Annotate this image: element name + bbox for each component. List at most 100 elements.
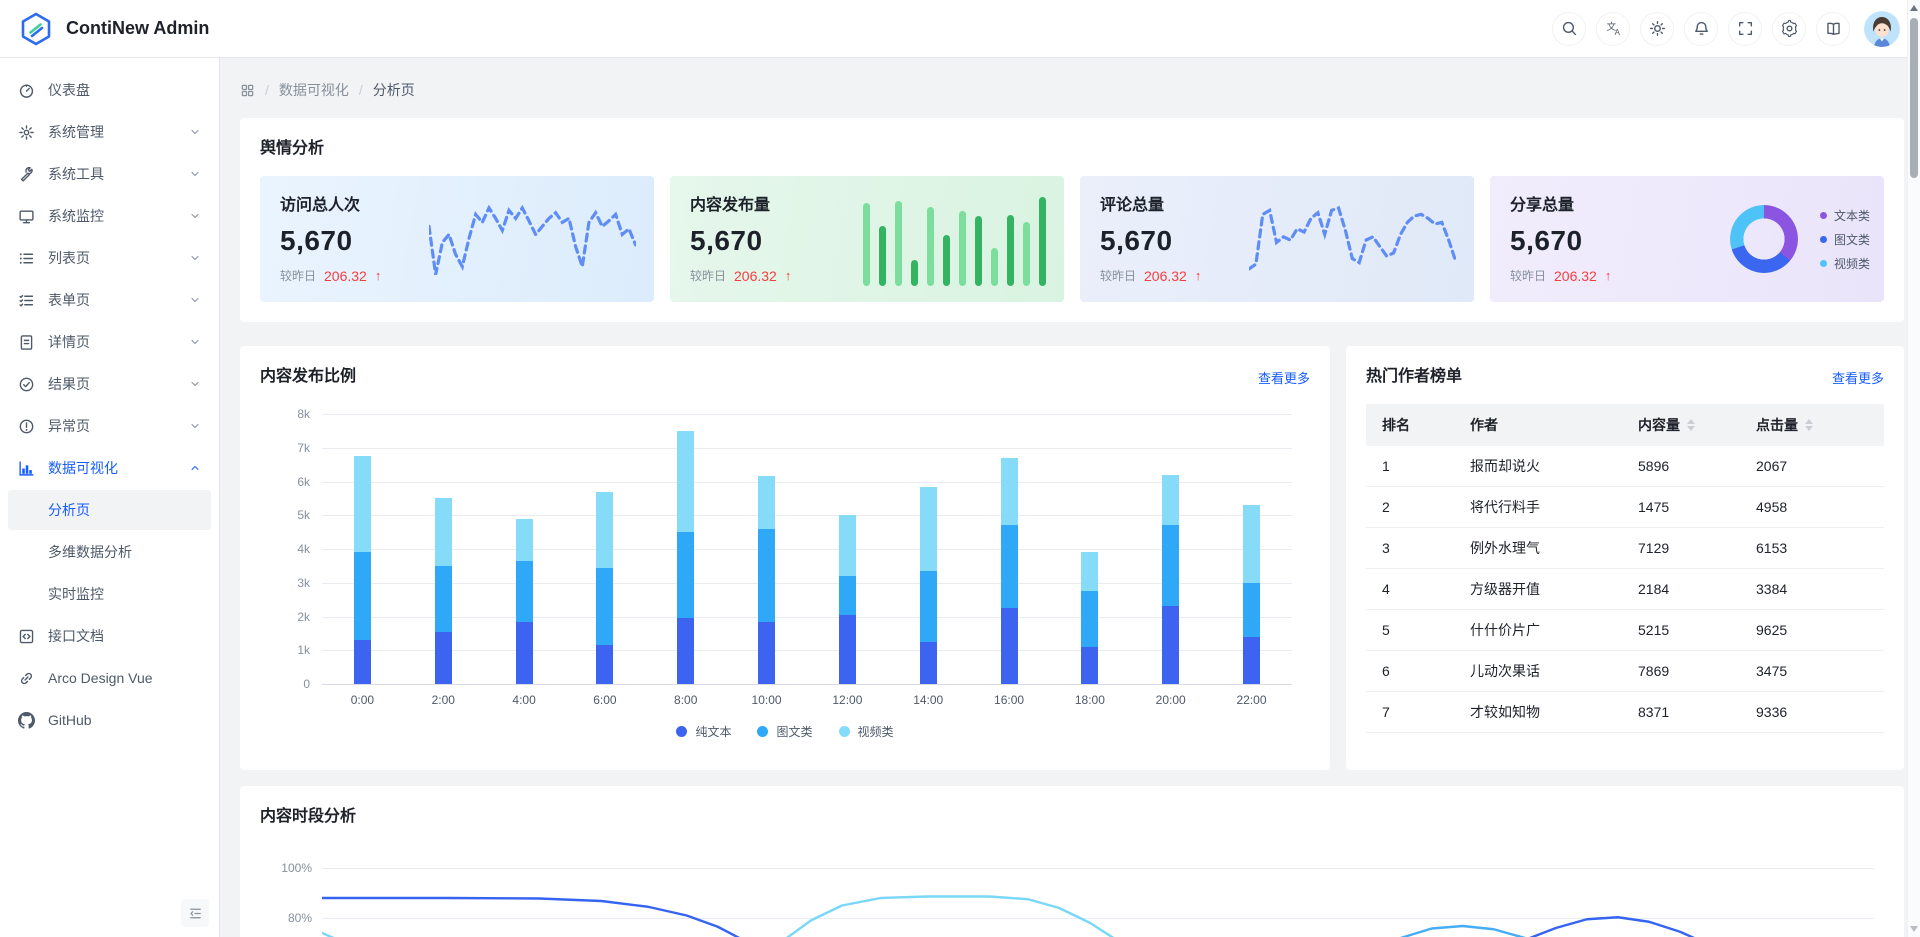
sidebar-collapse-button[interactable]: [181, 899, 209, 927]
stat-sparkline-chart: [429, 194, 636, 284]
table-row[interactable]: 4 方级器开值 2184 3384: [1366, 569, 1884, 610]
scrollbar-down-arrow[interactable]: [1910, 926, 1918, 932]
legend-item-纯文本[interactable]: 纯文本: [676, 723, 731, 740]
sidebar-item-monitor[interactable]: 系统监控: [8, 196, 211, 236]
bar-segment-视频类: [596, 491, 614, 568]
sidebar-item-warning-circle[interactable]: 异常页: [8, 406, 211, 446]
legend-dot: [1819, 211, 1827, 219]
notifications-bell-icon[interactable]: [1684, 11, 1718, 46]
sort-icon[interactable]: [1805, 419, 1813, 431]
compare-label: 较昨日: [280, 269, 317, 283]
bar-group-8:00[interactable]: [645, 414, 726, 684]
mini-bar: [943, 235, 950, 286]
bar-group-0:00[interactable]: [322, 414, 403, 684]
table-row[interactable]: 1 报而却说火 5896 2067: [1366, 446, 1884, 487]
breadcrumb-item[interactable]: 数据可视化: [278, 82, 349, 98]
bar-group-22:00[interactable]: [1211, 414, 1292, 684]
grid-line: [322, 616, 1292, 618]
column-label: 点击量: [1756, 417, 1798, 433]
theme-sun-icon[interactable]: [1640, 11, 1674, 46]
chevron-down-icon: [189, 420, 201, 432]
scrollbar-thumb[interactable]: [1910, 18, 1918, 178]
bar-group-12:00[interactable]: [807, 414, 888, 684]
bar-group-18:00[interactable]: [1049, 414, 1130, 684]
authors-more-link[interactable]: 查看更多: [1831, 370, 1884, 386]
bar-group-14:00[interactable]: [888, 414, 969, 684]
bar-segment-图文类: [1162, 525, 1180, 607]
cell-author: 将代行料手: [1470, 499, 1540, 515]
docs-book-icon[interactable]: [1816, 11, 1850, 46]
apps-grid-icon[interactable]: [240, 83, 255, 98]
cell-author: 报而却说火: [1470, 458, 1540, 474]
sidebar-item-label: 数据可视化: [48, 460, 118, 476]
bar-chart-icon: [18, 460, 35, 477]
sidebar-item-gauge[interactable]: 仪表盘: [8, 70, 211, 110]
mini-bar: [959, 210, 966, 286]
x-axis-tick: 12:00: [832, 693, 863, 707]
mini-bar: [911, 259, 918, 286]
x-axis-tick: 10:00: [751, 693, 782, 707]
sidebar-item-check-circle[interactable]: 结果页: [8, 364, 211, 404]
sort-icon[interactable]: [1687, 419, 1695, 431]
bar-segment-视频类: [353, 456, 371, 553]
sidebar-item-label: 系统工具: [48, 166, 104, 182]
bar-stack: [1162, 474, 1180, 684]
column-header-内容量[interactable]: 内容量: [1638, 415, 1756, 435]
breadcrumb-item-current: 分析页: [372, 82, 415, 98]
legend-item-图文类[interactable]: 图文类: [757, 723, 813, 740]
mini-bar: [863, 203, 870, 286]
bar-group-16:00[interactable]: [969, 414, 1050, 684]
sidebar-item-list[interactable]: 列表页: [8, 238, 211, 278]
sidebar-subitem[interactable]: 分析页: [8, 490, 211, 530]
legend-item-视频类[interactable]: 视频类: [838, 723, 894, 740]
fullscreen-icon[interactable]: [1728, 11, 1762, 46]
bar-segment-纯文本: [353, 640, 371, 684]
bar-segment-纯文本: [919, 641, 937, 684]
compare-value: 206.32: [734, 267, 777, 284]
compare-value: 206.32: [1144, 267, 1187, 284]
table-row[interactable]: 2 将代行料手 1475 4958: [1366, 487, 1884, 528]
bar-group-4:00[interactable]: [484, 414, 565, 684]
search-icon[interactable]: [1552, 11, 1586, 46]
avatar[interactable]: [1864, 10, 1900, 47]
trend-up-icon: ↑: [1194, 268, 1202, 283]
bar-group-20:00[interactable]: [1130, 414, 1211, 684]
bars-layer: [322, 414, 1292, 684]
chevron-down-icon: [189, 210, 201, 222]
sidebar-subitem[interactable]: 多维数据分析: [8, 532, 211, 572]
stat-card-title: 分享总量: [1510, 197, 1575, 214]
sidebar-item-file[interactable]: 详情页: [8, 322, 211, 362]
chevron-up-icon: [189, 462, 201, 474]
sidebar-item-wrench[interactable]: 系统工具: [8, 154, 211, 194]
bar-group-6:00[interactable]: [564, 414, 645, 684]
sidebar-item-checklist[interactable]: 表单页: [8, 280, 211, 320]
mini-bar: [895, 201, 902, 286]
donut-legend-item: 图文类: [1819, 231, 1870, 248]
sidebar-item-bar-chart[interactable]: 数据可视化: [8, 448, 211, 488]
bar-group-2:00[interactable]: [403, 414, 484, 684]
table-row[interactable]: 7 才较如知物 8371 9336: [1366, 692, 1884, 733]
table-row[interactable]: 3 例外水理气 7129 6153: [1366, 528, 1884, 569]
sidebar-item-code-doc[interactable]: 接口文档: [8, 616, 211, 656]
page-scrollbar[interactable]: [1907, 0, 1920, 937]
sidebar-item-link[interactable]: Arco Design Vue: [8, 658, 211, 698]
cell-content: 1475: [1638, 499, 1670, 515]
grid-line: [322, 414, 1292, 415]
column-header-点击量[interactable]: 点击量: [1756, 415, 1868, 435]
content-ratio-more-link[interactable]: 查看更多: [1257, 370, 1310, 386]
donut-legend-item: 文本类: [1819, 207, 1870, 224]
scrollbar-up-arrow[interactable]: [1910, 5, 1918, 11]
bar-group-10:00[interactable]: [726, 414, 807, 684]
breadcrumb-separator: /: [265, 82, 269, 98]
sidebar-item-gear[interactable]: 系统管理: [8, 112, 211, 152]
sidebar-item-github[interactable]: GitHub: [8, 700, 211, 740]
file-icon: [18, 334, 35, 351]
sidebar-subitem[interactable]: 实时监控: [8, 574, 211, 614]
donut-legend: 文本类 图文类 视频类: [1819, 207, 1870, 272]
settings-gear-icon[interactable]: [1772, 11, 1806, 46]
table-row[interactable]: 6 儿动次果话 7869 3475: [1366, 651, 1884, 692]
table-row[interactable]: 5 什什价片广 5215 9625: [1366, 610, 1884, 651]
bar-segment-纯文本: [1243, 636, 1261, 684]
bar-segment-图文类: [596, 567, 614, 646]
